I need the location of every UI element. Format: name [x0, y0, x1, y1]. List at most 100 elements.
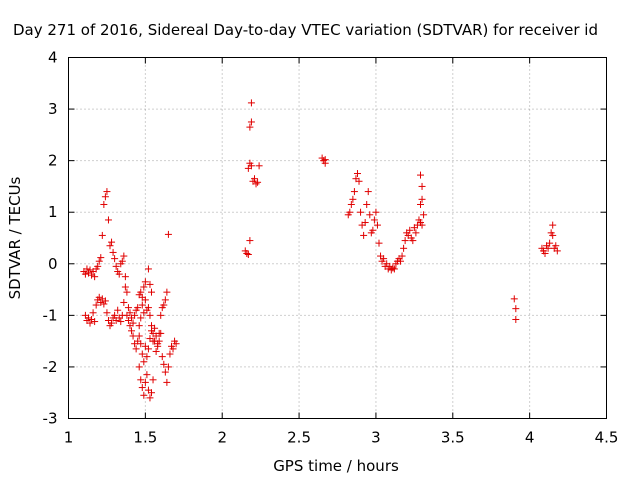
data-point: [144, 345, 152, 353]
data-point: [144, 304, 152, 312]
data-point: [138, 350, 146, 358]
data-point: [128, 327, 136, 335]
x-tick-label: 1.5: [133, 429, 157, 447]
data-point: [406, 226, 414, 234]
y-tick-label: 4: [48, 49, 58, 67]
data-point: [146, 394, 154, 402]
data-point: [154, 342, 162, 350]
data-point: [135, 363, 143, 371]
data-point: [140, 391, 148, 399]
data-point: [161, 296, 169, 304]
data-point: [166, 350, 174, 358]
data-point: [143, 371, 151, 379]
data-point: [372, 208, 380, 216]
data-point: [117, 318, 125, 326]
data-point: [148, 288, 156, 296]
data-point: [120, 252, 128, 260]
data-point: [172, 340, 180, 348]
y-tick-label: -2: [43, 358, 58, 376]
data-point: [541, 249, 549, 257]
chart-title: Day 271 of 2016, Sidereal Day-to-day VTE…: [13, 21, 598, 39]
data-point: [346, 208, 354, 216]
data-point: [97, 298, 105, 306]
data-point: [137, 288, 145, 296]
y-axis-title: SDTVAR / TECUs: [6, 176, 24, 299]
data-point: [549, 221, 557, 229]
data-point: [546, 239, 554, 247]
y-tick-label: -3: [43, 410, 58, 428]
data-point: [510, 295, 518, 303]
data-point: [363, 200, 371, 208]
data-point: [160, 360, 168, 368]
data-point: [169, 345, 177, 353]
data-point: [164, 230, 172, 238]
y-tick-label: 0: [48, 255, 58, 273]
data-point: [131, 311, 139, 319]
data-point: [111, 255, 119, 263]
data-point: [161, 368, 169, 376]
data-point: [109, 248, 117, 256]
data-point: [140, 283, 148, 291]
data-point: [380, 255, 388, 263]
data-point: [92, 301, 100, 309]
data-point: [132, 345, 140, 353]
data-point: [512, 315, 520, 323]
data-point: [549, 231, 557, 239]
data-point: [106, 242, 114, 250]
x-tick-labels: 1 1.5 2 2.5 3 3.5 4 4.5: [64, 429, 619, 447]
data-point: [254, 178, 262, 186]
data-point: [149, 376, 157, 384]
data-point: [120, 298, 128, 306]
data-point: [141, 378, 149, 386]
data-point: [135, 322, 143, 330]
x-tick-label: 3.5: [441, 429, 465, 447]
data-point: [108, 238, 116, 246]
data-point: [103, 188, 111, 196]
data-point: [86, 266, 94, 274]
data-point: [390, 265, 398, 273]
data-point: [420, 211, 428, 219]
data-point: [89, 309, 97, 317]
data-point: [247, 162, 255, 170]
data-point: [157, 329, 165, 337]
data-points: [80, 99, 561, 402]
data-point: [417, 171, 425, 179]
data-point: [347, 200, 355, 208]
x-tick-label: 2: [217, 429, 227, 447]
data-point: [143, 353, 151, 361]
data-point: [155, 337, 163, 345]
data-point: [243, 249, 251, 257]
y-tick-label: 1: [48, 203, 58, 221]
data-point: [375, 239, 383, 247]
data-point: [146, 280, 154, 288]
x-axis-title: GPS time / hours: [273, 457, 399, 475]
data-point: [246, 237, 254, 245]
data-point: [140, 358, 148, 366]
data-point: [100, 300, 108, 308]
data-point: [86, 319, 94, 327]
data-point: [349, 195, 357, 203]
data-point: [164, 363, 172, 371]
data-point: [417, 200, 425, 208]
y-tick-label: -1: [43, 306, 58, 324]
data-point: [252, 180, 260, 188]
data-point: [88, 271, 96, 279]
data-point: [97, 254, 105, 262]
data-point: [512, 305, 520, 313]
data-point: [137, 376, 145, 384]
data-point: [123, 288, 131, 296]
data-point: [129, 319, 137, 327]
data-point: [158, 353, 166, 361]
data-point: [91, 273, 99, 281]
data-point: [95, 257, 103, 265]
data-point: [247, 99, 255, 107]
data-point: [135, 332, 143, 340]
grid: [68, 57, 607, 419]
data-point: [137, 340, 145, 348]
data-point: [355, 177, 363, 185]
data-point: [98, 231, 106, 239]
data-point: [91, 318, 99, 326]
x-tick-label: 4: [525, 429, 535, 447]
data-point: [321, 156, 329, 164]
